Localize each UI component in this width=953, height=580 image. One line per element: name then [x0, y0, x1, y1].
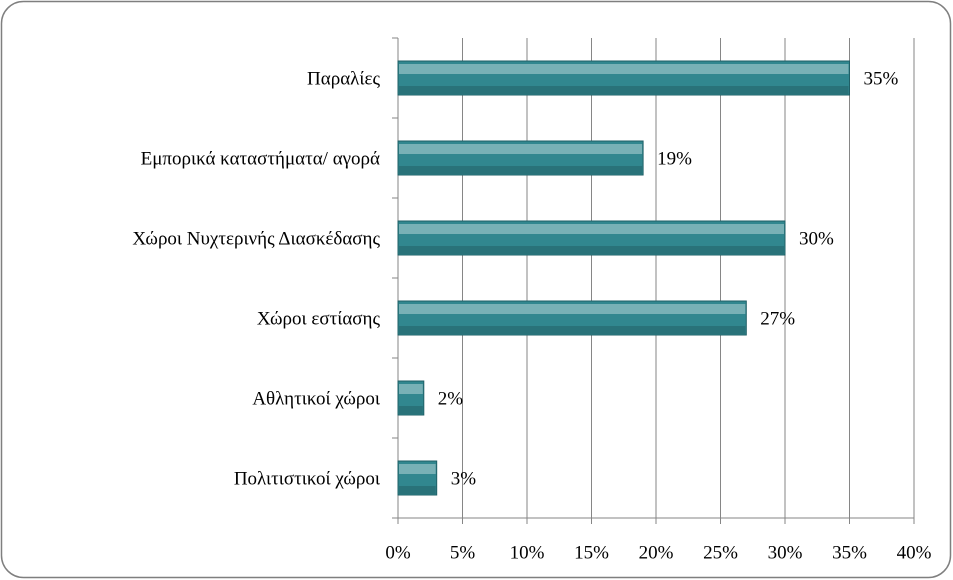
bar-shade: [399, 246, 784, 254]
x-tick-label: 35%: [832, 542, 867, 563]
bar: [397, 60, 850, 96]
x-tick-label: 30%: [768, 542, 803, 563]
bar-shade: [399, 166, 643, 174]
bar: [397, 300, 747, 336]
bar-shade: [399, 326, 746, 334]
x-tick-label: 20%: [639, 542, 674, 563]
bar-highlight: [399, 304, 746, 314]
bar: [397, 140, 644, 176]
x-tick-label: 10%: [510, 542, 545, 563]
value-label: 19%: [657, 148, 692, 169]
x-tick-label: 0%: [385, 542, 411, 563]
x-tick-label: 5%: [450, 542, 476, 563]
value-label: 30%: [799, 228, 834, 249]
y-tick-label: Εμπορικά καταστήματα/ αγορά: [141, 148, 380, 169]
bar-shade: [399, 486, 436, 494]
y-tick-label: Χώροι Νυχτερινής Διασκέδασης: [132, 228, 380, 249]
bar-highlight: [399, 384, 423, 394]
bar-highlight: [399, 64, 849, 74]
bar: [397, 220, 786, 256]
y-tick-label: Χώροι εστίασης: [257, 308, 381, 329]
y-tick-label: Παραλίες: [307, 68, 380, 89]
bar: [397, 380, 425, 416]
value-label: 35%: [864, 68, 899, 89]
y-tick-label: Αθλητικοί χώροι: [252, 388, 381, 409]
bar: [397, 460, 438, 496]
value-label: 3%: [451, 468, 477, 489]
bar-shade: [399, 406, 423, 414]
x-tick-label: 15%: [574, 542, 609, 563]
x-tick-label: 25%: [703, 542, 738, 563]
bar-highlight: [399, 464, 436, 474]
value-label: 2%: [438, 388, 464, 409]
x-tick-label: 40%: [897, 542, 932, 563]
bar-highlight: [399, 224, 784, 234]
bar-highlight: [399, 144, 643, 154]
bar-shade: [399, 86, 849, 94]
y-tick-label: Πολιτιστικοί χώροι: [234, 468, 381, 489]
value-label: 27%: [760, 308, 795, 329]
